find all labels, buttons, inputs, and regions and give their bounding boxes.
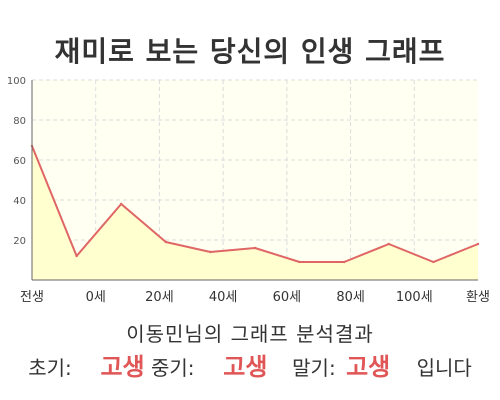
data-point bbox=[253, 246, 257, 250]
early-label: 초기: bbox=[28, 356, 72, 380]
data-point bbox=[387, 242, 390, 246]
y-tick-label: 80 bbox=[13, 116, 26, 127]
x-tick-label: 40세 bbox=[209, 290, 238, 305]
x-tick-label: 60세 bbox=[273, 290, 302, 305]
area-fill bbox=[32, 146, 478, 280]
summary-ending: 입니다 bbox=[416, 356, 472, 380]
data-point bbox=[343, 260, 346, 264]
data-point bbox=[75, 254, 78, 258]
summary-line: 초기: 고생 중기: 고생 말기: 고생 입니다 bbox=[0, 347, 500, 382]
x-tick-label: 0세 bbox=[86, 290, 106, 305]
x-tick-label: 100세 bbox=[396, 290, 433, 305]
middle-value: 고생 bbox=[223, 353, 268, 381]
analysis-result-title: 이동민님의 그래프 분석결과 bbox=[126, 322, 374, 346]
data-point bbox=[164, 240, 167, 244]
x-tick-label: 환생 bbox=[466, 290, 490, 305]
x-tick-label: 20세 bbox=[145, 290, 174, 305]
late-value: 고생 bbox=[346, 353, 391, 381]
early-value: 고생 bbox=[100, 353, 145, 381]
y-tick-label: 40 bbox=[13, 196, 26, 207]
data-point bbox=[120, 202, 123, 206]
late-label: 말기: bbox=[292, 356, 336, 380]
y-tick-label: 100 bbox=[7, 76, 26, 87]
data-point bbox=[209, 250, 212, 254]
x-tick-label: 전생 bbox=[20, 290, 44, 305]
data-point bbox=[432, 260, 435, 264]
x-tick-label: 80세 bbox=[336, 290, 365, 305]
data-point bbox=[476, 242, 480, 246]
chart-title: 재미로 보는 당신의 인생 그래프 bbox=[54, 35, 446, 68]
middle-label: 중기: bbox=[151, 356, 195, 380]
data-point bbox=[298, 260, 301, 264]
y-tick-label: 20 bbox=[13, 236, 26, 247]
y-tick-label: 60 bbox=[13, 156, 26, 167]
